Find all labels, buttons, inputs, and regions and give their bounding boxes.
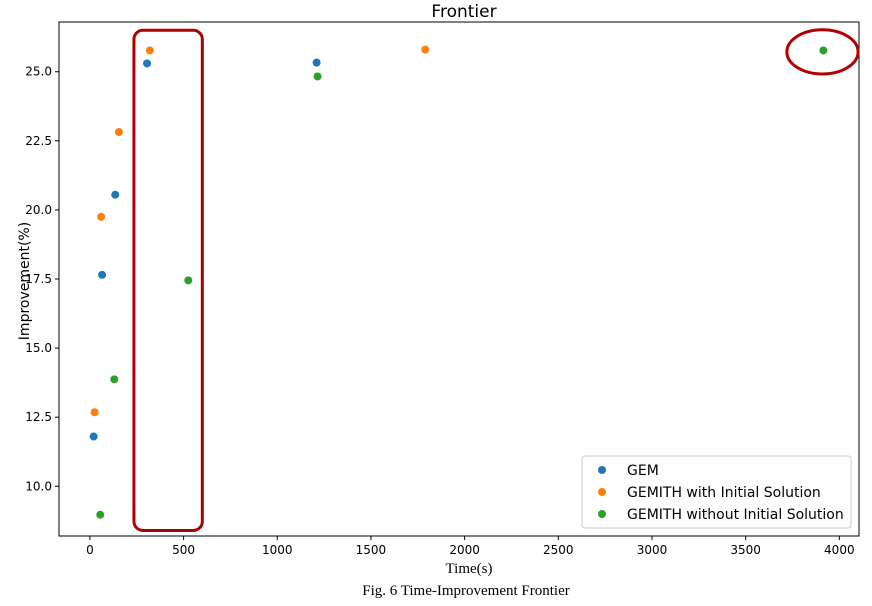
y-axis-ticks: 10.0 12.5 15.0 17.5 20.0 22.5 25.0: [25, 65, 59, 493]
data-point: [89, 432, 98, 441]
data-point: [819, 46, 828, 55]
legend-marker: [598, 488, 606, 496]
legend: GEM GEMITH with Initial Solution GEMITH wi…: [581, 455, 852, 529]
figure-caption: Fig. 6 Time-Improvement Frontier: [362, 583, 570, 599]
y-tick-label: 10.0: [25, 479, 52, 493]
data-point: [312, 58, 321, 67]
y-tick-label: 17.5: [25, 272, 52, 286]
legend-label: GEMITH with Initial Solution: [627, 485, 821, 501]
chart-title: Frontier: [431, 2, 496, 22]
data-point: [97, 212, 106, 221]
y-tick-label: 22.5: [25, 134, 52, 148]
y-tick-label: 12.5: [25, 410, 52, 424]
data-point: [143, 59, 152, 68]
data-point: [145, 46, 154, 55]
x-tick-label: 2500: [543, 543, 574, 557]
x-tick-label: 3000: [637, 543, 668, 557]
legend-label: GEM: [627, 463, 659, 479]
legend-label: GEMITH without Initial Solution: [627, 507, 844, 523]
highlight-annotations: [132, 28, 860, 532]
data-point: [96, 510, 105, 519]
highlight-rectangle: [132, 28, 204, 532]
x-tick-label: 500: [172, 543, 195, 557]
y-tick-label: 20.0: [25, 203, 52, 217]
y-axis-label: Improvement(%): [17, 222, 33, 340]
y-tick-label: 15.0: [25, 341, 52, 355]
legend-marker: [598, 510, 606, 518]
data-point: [90, 408, 99, 417]
x-tick-label: 2000: [449, 543, 480, 557]
x-tick-label: 1000: [262, 543, 293, 557]
data-point: [421, 45, 430, 54]
highlight-ellipse: [785, 28, 860, 76]
data-point: [114, 127, 123, 136]
x-tick-label: 1500: [356, 543, 387, 557]
legend-marker: [598, 466, 606, 474]
data-point: [313, 72, 322, 81]
data-point: [110, 375, 119, 384]
x-tick-label: 3500: [730, 543, 761, 557]
y-tick-label: 25.0: [25, 65, 52, 79]
data-point: [184, 276, 193, 285]
data-point: [98, 270, 107, 279]
x-axis-label: Time(s): [446, 561, 493, 577]
data-point: [111, 190, 120, 199]
x-tick-label: 4000: [824, 543, 855, 557]
legend-box: [581, 455, 852, 529]
x-tick-label: 0: [86, 543, 94, 557]
data-points: [89, 45, 828, 519]
x-axis-ticks: 0 500 1000 1500 2000 2500 3000 3500 4000: [86, 536, 855, 557]
